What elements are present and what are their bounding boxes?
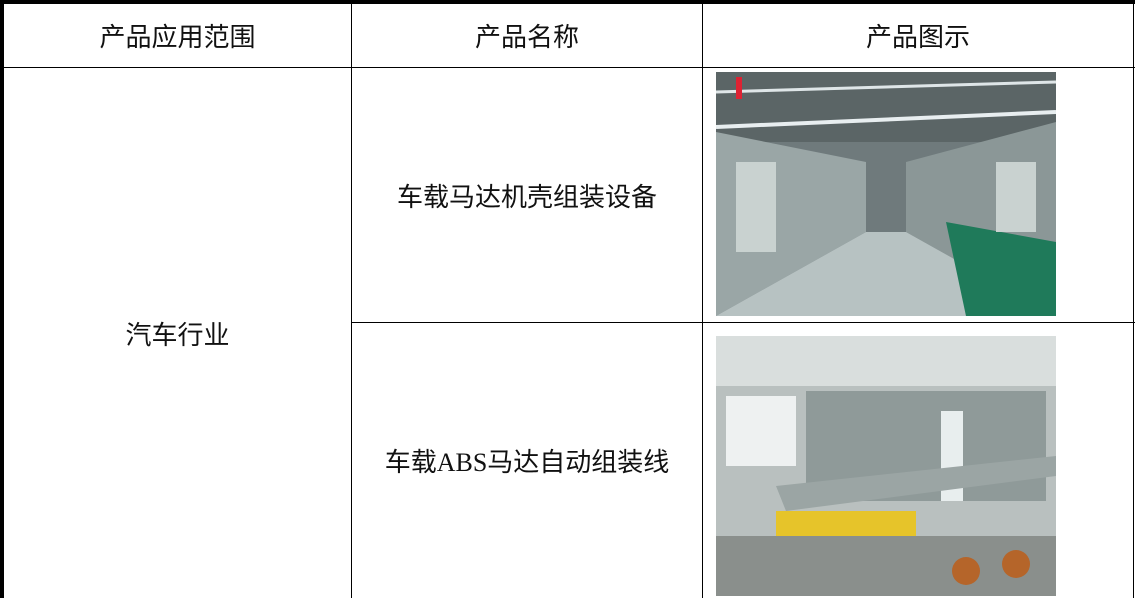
border bbox=[702, 0, 703, 598]
header-cell: 产品名称 bbox=[474, 23, 579, 52]
border bbox=[351, 0, 352, 598]
category-cell: 汽车行业 bbox=[125, 320, 230, 350]
border bbox=[0, 67, 1135, 68]
border bbox=[0, 0, 1135, 4]
product-name: 车载马达机壳组装设备 bbox=[396, 182, 657, 212]
header-cell: 产品图示 bbox=[865, 23, 970, 52]
border bbox=[352, 322, 1135, 323]
border bbox=[0, 0, 4, 598]
product-name: 车载ABS马达自动组装线 bbox=[384, 448, 670, 477]
header-cell: 产品应用范围 bbox=[99, 23, 256, 52]
border bbox=[1133, 0, 1134, 598]
product-photo bbox=[716, 336, 1056, 596]
product-photo bbox=[716, 72, 1056, 316]
